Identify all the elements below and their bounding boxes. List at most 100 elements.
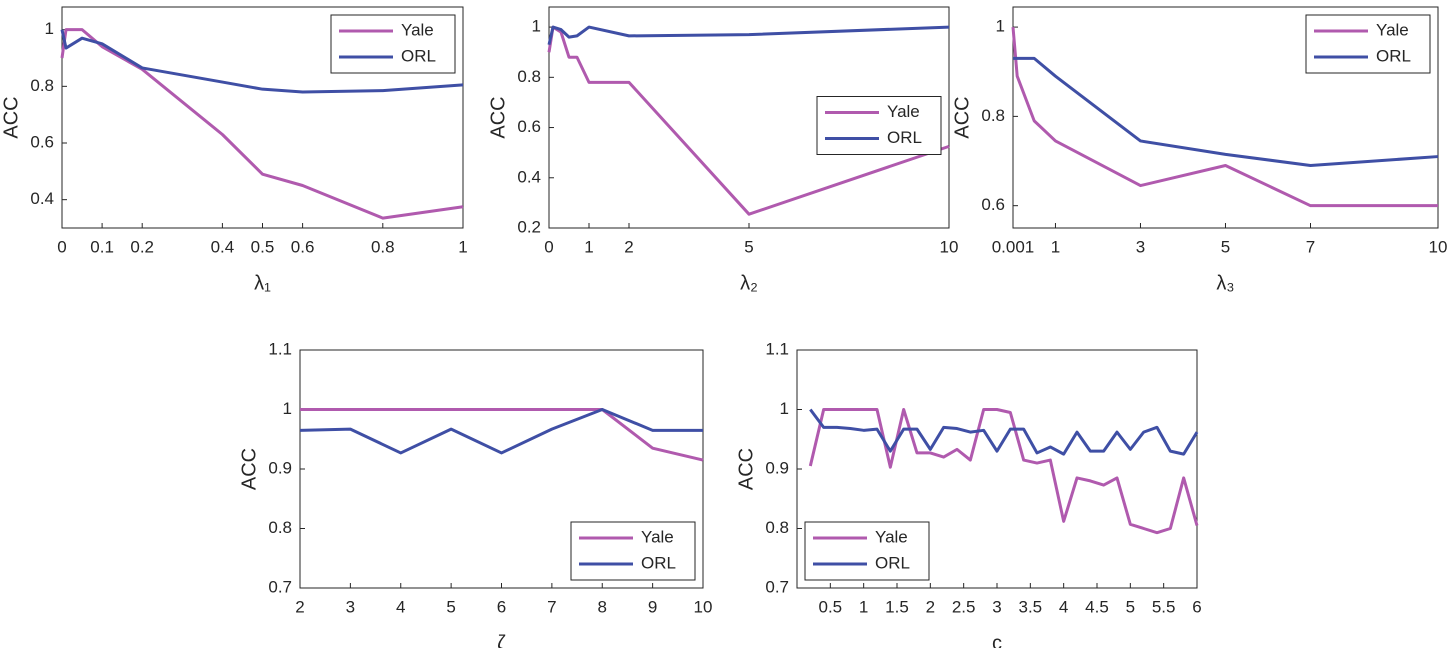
series-line	[300, 408, 704, 462]
x-tick-label: 1	[584, 237, 593, 256]
x-tick-label: 3	[1136, 237, 1145, 256]
x-tick-label: 1	[458, 237, 467, 256]
x-tick-label: 0.5	[819, 597, 843, 616]
chart: 0.6 0.8 1 0.001 1 3 5 7 10 λ₃ ACC Yale ORL	[951, 6, 1448, 294]
x-tick-label: 2.5	[952, 597, 976, 616]
y-axis-label: ACC	[238, 448, 260, 490]
y-tick-label: 0.8	[517, 67, 541, 86]
legend-label: Yale	[641, 527, 674, 546]
y-tick-label: 0.4	[517, 167, 541, 186]
legend: Yale ORL	[816, 96, 942, 155]
x-tick-label: 10	[694, 597, 713, 616]
x-tick-label: 0.001	[992, 237, 1035, 256]
x-axis-label: c	[992, 632, 1002, 648]
x-tick-label: 2	[295, 597, 304, 616]
x-tick-label: 1.5	[885, 597, 909, 616]
y-tick-label: 0.8	[268, 518, 292, 537]
x-tick-label: 5	[446, 597, 455, 616]
y-tick-label: 0.4	[30, 189, 54, 208]
legend-label: ORL	[875, 553, 910, 572]
x-tick-label: 2	[926, 597, 935, 616]
x-tick-label: 10	[940, 237, 959, 256]
legend-label: Yale	[401, 20, 434, 39]
x-tick-label: 5	[1221, 237, 1230, 256]
x-tick-label: 4.5	[1085, 597, 1109, 616]
legend-label: ORL	[641, 553, 676, 572]
x-tick-label: 4	[1059, 597, 1068, 616]
x-tick-label: 0	[57, 237, 66, 256]
legend-label: ORL	[1376, 46, 1411, 65]
x-tick-label: 0.1	[90, 237, 114, 256]
legend-label: Yale	[875, 527, 908, 546]
y-axis-label: ACC	[735, 448, 757, 490]
y-tick-label: 1	[532, 17, 541, 36]
y-tick-label: 1	[45, 19, 54, 38]
y-tick-label: 0.6	[517, 117, 541, 136]
legend: Yale ORL	[330, 14, 456, 74]
y-tick-label: 0.7	[268, 577, 292, 596]
series-line	[1013, 56, 1439, 167]
legend-label: Yale	[1376, 20, 1409, 39]
x-tick-label: 7	[547, 597, 556, 616]
legend-box	[1305, 14, 1431, 74]
x-tick-label: 0.8	[371, 237, 395, 256]
chart: 0.7 0.8 0.9 1 1.1 2 3 4 5 6 7 8 9 10 ζ ACC Yale ORL	[238, 339, 712, 648]
x-tick-label: 5	[1126, 597, 1135, 616]
legend: Yale ORL	[1305, 14, 1431, 74]
x-tick-label: 3	[346, 597, 355, 616]
y-axis-label: ACC	[0, 96, 22, 138]
y-tick-label: 0.2	[517, 217, 541, 236]
x-axis-label: ζ	[497, 632, 506, 648]
x-tick-label: 4	[396, 597, 405, 616]
legend-label: Yale	[887, 102, 920, 121]
y-tick-label: 0.8	[30, 76, 54, 95]
x-tick-label: 9	[648, 597, 657, 616]
y-tick-label: 1	[283, 399, 292, 418]
series-line	[60, 29, 464, 94]
y-tick-label: 0.7	[765, 577, 789, 596]
x-tick-label: 0	[544, 237, 553, 256]
x-tick-label: 7	[1306, 237, 1315, 256]
y-tick-label: 0.8	[981, 106, 1005, 125]
x-tick-label: 0.2	[130, 237, 154, 256]
chart: 0.7 0.8 0.9 1 1.1 0.5 1 1.5 2 2.5 3 3.5 4 4.5 5 5.5 6 c AC…	[735, 339, 1201, 648]
y-tick-label: 1.1	[268, 339, 292, 358]
y-tick-label: 0.6	[981, 195, 1005, 214]
x-tick-label: 10	[1429, 237, 1448, 256]
legend-label: ORL	[887, 128, 922, 147]
x-axis-label: λ₃	[1216, 272, 1234, 294]
x-tick-label: 3	[992, 597, 1001, 616]
x-tick-label: 5	[744, 237, 753, 256]
x-tick-label: 8	[598, 597, 607, 616]
x-tick-label: 2	[624, 237, 633, 256]
legend: Yale ORL	[804, 521, 930, 581]
legend-box	[804, 521, 930, 581]
y-tick-label: 0.9	[765, 458, 789, 477]
series-line	[299, 408, 703, 455]
y-axis-label: ACC	[487, 96, 509, 138]
y-tick-label: 1.1	[765, 339, 789, 358]
x-tick-label: 1	[859, 597, 868, 616]
series-line	[1011, 26, 1438, 208]
y-axis-label: ACC	[951, 96, 973, 138]
series-line	[808, 408, 1199, 535]
x-axis-label: λ₁	[254, 272, 271, 294]
x-tick-label: 6	[497, 597, 506, 616]
x-tick-label: 0.4	[211, 237, 235, 256]
legend-box	[816, 96, 942, 155]
x-tick-label: 3.5	[1019, 597, 1043, 616]
series-line	[547, 25, 950, 46]
legend-box	[570, 521, 696, 581]
series-line	[60, 28, 464, 220]
legend-box	[330, 14, 456, 74]
chart: 0.4 0.6 0.8 1 0 0.1 0.2 0.4 0.5 0.6 0.8 1 λ₁ ACC Yale O…	[0, 6, 468, 294]
x-tick-label: 6	[1192, 597, 1201, 616]
y-tick-label: 0.8	[765, 518, 789, 537]
x-tick-label: 5.5	[1152, 597, 1176, 616]
series-line	[809, 408, 1199, 456]
legend: Yale ORL	[570, 521, 696, 581]
x-tick-label: 1	[1051, 237, 1060, 256]
x-tick-label: 0.5	[251, 237, 275, 256]
